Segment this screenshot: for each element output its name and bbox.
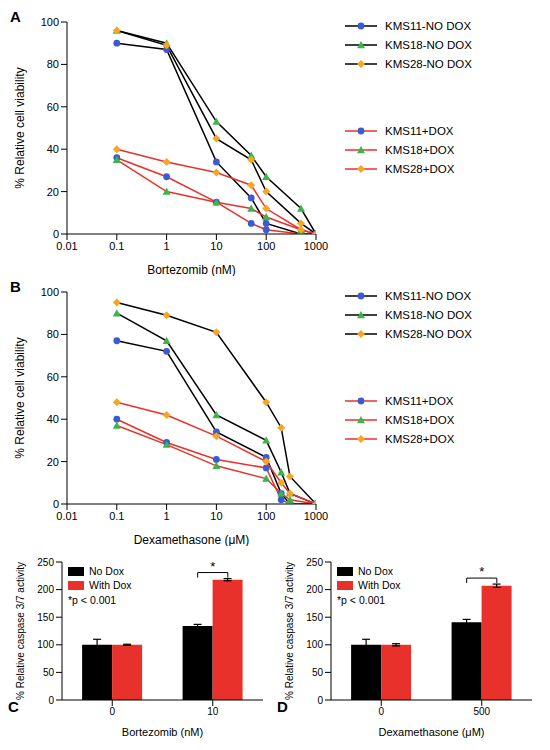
html-text:No Dox: No Dox — [358, 565, 393, 577]
svg-text:60: 60 — [47, 371, 59, 383]
html-text:KMS28+DOX: KMS28+DOX — [385, 162, 455, 175]
svg-text:0: 0 — [317, 695, 323, 706]
html-text:With Dox: With Dox — [89, 579, 132, 591]
svg-text:0: 0 — [53, 228, 59, 240]
svg-text:Bortezomib (nM): Bortezomib (nM) — [147, 263, 236, 276]
svg-text:% Relative cell viability: % Relative cell viability — [13, 67, 27, 188]
html-text:*p < 0.001: *p < 0.001 — [337, 594, 386, 606]
html-text:With Dox: With Dox — [358, 579, 401, 591]
html-text:KMS18-NO DOX: KMS18-NO DOX — [385, 38, 472, 51]
svg-text:1000: 1000 — [304, 240, 328, 252]
svg-text:250: 250 — [37, 557, 54, 568]
svg-text:500: 500 — [473, 706, 490, 717]
svg-text:*: * — [479, 564, 484, 579]
svg-text:40: 40 — [47, 413, 59, 425]
html-text:D: D — [277, 698, 288, 715]
svg-text:0.1: 0.1 — [109, 240, 124, 252]
svg-text:1: 1 — [164, 510, 170, 522]
html-text:KMS28-NO DOX: KMS28-NO DOX — [385, 57, 472, 70]
svg-text:% Relative caspase 3/7 activit: % Relative caspase 3/7 activity — [284, 562, 295, 700]
svg-text:100: 100 — [41, 16, 59, 28]
svg-text:Bortezomib (nM): Bortezomib (nM) — [122, 726, 203, 738]
html-text:B: B — [10, 278, 21, 295]
html-text:KMS11+DOX: KMS11+DOX — [385, 124, 454, 137]
svg-text:0: 0 — [378, 706, 384, 717]
svg-text:40: 40 — [47, 143, 59, 155]
html-text:KMS28+DOX: KMS28+DOX — [385, 432, 455, 445]
svg-text:% Relative cell viability: % Relative cell viability — [13, 337, 27, 458]
svg-text:50: 50 — [312, 667, 324, 678]
svg-text:100: 100 — [257, 510, 275, 522]
svg-text:200: 200 — [306, 584, 323, 595]
svg-text:100: 100 — [306, 639, 323, 650]
svg-text:10: 10 — [210, 510, 222, 522]
html-text:C: C — [8, 698, 19, 715]
svg-text:20: 20 — [47, 456, 59, 468]
svg-text:100: 100 — [37, 639, 54, 650]
svg-text:0: 0 — [53, 498, 59, 510]
html-text:*p < 0.001: *p < 0.001 — [68, 594, 117, 606]
svg-text:100: 100 — [41, 286, 59, 298]
svg-text:0.01: 0.01 — [56, 240, 77, 252]
svg-text:20: 20 — [47, 186, 59, 198]
html-text:A: A — [10, 8, 21, 25]
svg-text:Dexamethasone (μM): Dexamethasone (μM) — [134, 533, 250, 546]
svg-text:0: 0 — [109, 706, 115, 717]
svg-text:10: 10 — [207, 706, 219, 717]
html-text:KMS28-NO DOX: KMS28-NO DOX — [385, 327, 472, 340]
html-text:No Dox: No Dox — [89, 565, 124, 577]
svg-text:% Relative caspase 3/7 activit: % Relative caspase 3/7 activity — [15, 562, 26, 700]
html-text:KMS18+DOX: KMS18+DOX — [385, 413, 455, 426]
svg-text:*: * — [210, 559, 215, 574]
svg-text:60: 60 — [47, 101, 59, 113]
html-text:KMS18-NO DOX: KMS18-NO DOX — [385, 308, 472, 321]
svg-text:50: 50 — [43, 667, 55, 678]
svg-text:200: 200 — [37, 584, 54, 595]
svg-text:0.1: 0.1 — [109, 510, 124, 522]
svg-text:150: 150 — [306, 612, 323, 623]
svg-text:0.01: 0.01 — [56, 510, 77, 522]
svg-text:Dexamethasone (μM): Dexamethasone (μM) — [379, 726, 485, 738]
svg-text:10: 10 — [210, 240, 222, 252]
svg-text:80: 80 — [47, 328, 59, 340]
html-text:KMS11-NO DOX: KMS11-NO DOX — [385, 19, 472, 32]
svg-text:1: 1 — [164, 240, 170, 252]
svg-text:1000: 1000 — [304, 510, 328, 522]
svg-text:100: 100 — [257, 240, 275, 252]
html-text:KMS11+DOX: KMS11+DOX — [385, 394, 454, 407]
html-text:KMS11-NO DOX: KMS11-NO DOX — [385, 289, 472, 302]
html-text:KMS18+DOX: KMS18+DOX — [385, 143, 455, 156]
svg-text:250: 250 — [306, 557, 323, 568]
svg-text:80: 80 — [47, 58, 59, 70]
svg-text:150: 150 — [37, 612, 54, 623]
svg-text:0: 0 — [48, 695, 54, 706]
